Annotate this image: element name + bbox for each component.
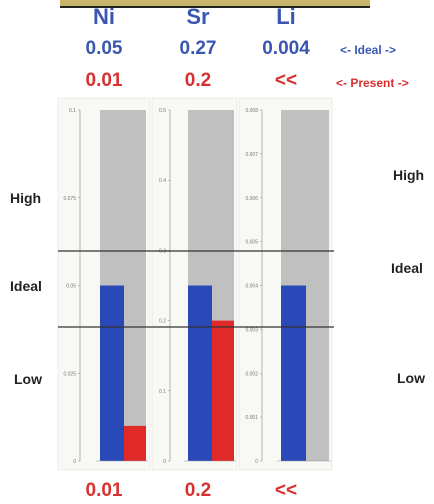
tick-label-li-2: 0.002 (245, 371, 258, 377)
zone-label-ideal-left: Ideal (10, 278, 42, 294)
tick-label-li-6: 0.006 (245, 196, 258, 202)
tick-label-ni-0: 0 (73, 459, 76, 465)
tick-label-sr-4: 0.4 (159, 178, 166, 184)
element-name-ni: Ni (93, 4, 115, 29)
tick-label-sr-2: 0.2 (159, 319, 166, 325)
bottom-value-sr: 0.2 (184, 480, 212, 501)
bottom-value-ni: 0.01 (85, 480, 123, 501)
tick-label-ni-4: 0.1 (69, 108, 76, 114)
tick-label-li-5: 0.005 (245, 240, 258, 246)
present-value-sr: 0.2 (184, 70, 212, 91)
tick-label-li-8: 0.008 (245, 108, 258, 114)
ideal-row-label: <- Ideal -> (340, 43, 397, 57)
zone-label-high-right: High (393, 167, 425, 183)
present-row-label: <- Present -> (336, 76, 409, 90)
tick-label-li-3: 0.003 (245, 327, 258, 333)
ideal-value-ni: 0.05 (85, 38, 123, 59)
ideal-value-li: 0.004 (262, 38, 310, 59)
bar-ideal-ni (100, 285, 124, 461)
tick-label-li-7: 0.007 (245, 152, 258, 158)
present-value-li: << (274, 70, 298, 91)
zone-label-low-left: Low (14, 371, 42, 387)
tick-label-sr-0: 0 (163, 459, 166, 465)
element-name-sr: Sr (186, 4, 210, 29)
tick-label-sr-1: 0.1 (159, 389, 166, 395)
tick-label-li-0: 0 (255, 459, 258, 465)
zone-label-high-left: High (10, 190, 42, 206)
tick-label-ni-3: 0.075 (63, 196, 76, 202)
tick-label-ni-1: 0.025 (63, 371, 76, 377)
bar-present-sr (212, 320, 234, 461)
ideal-value-sr: 0.27 (179, 38, 217, 59)
zone-label-low-right: Low (397, 370, 425, 386)
tick-label-sr-5: 0.5 (159, 108, 166, 114)
tick-label-li-4: 0.004 (245, 284, 258, 290)
zone-label-ideal-right: Ideal (391, 260, 423, 276)
tick-label-ni-2: 0.05 (66, 284, 76, 290)
bar-present-ni (124, 425, 146, 461)
top-frame-bar (60, 0, 370, 8)
bar-ideal-li (281, 285, 306, 461)
tick-label-li-1: 0.001 (245, 415, 258, 421)
present-value-ni: 0.01 (85, 70, 123, 91)
bar-ideal-sr (188, 285, 212, 461)
element-name-li: Li (276, 4, 296, 29)
bottom-value-li: << (274, 480, 298, 501)
